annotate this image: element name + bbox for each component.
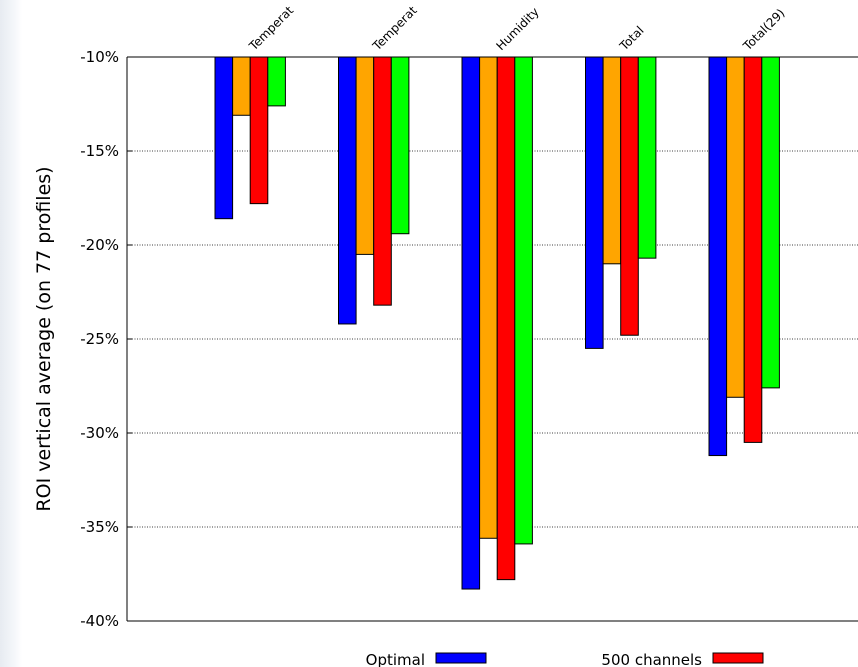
- bar: [761, 56, 780, 389]
- category-label: Humidity: [493, 5, 541, 53]
- category-label: Total(29): [740, 6, 788, 54]
- left-edge-shade: [0, 0, 22, 667]
- y-tick-label: -20%: [80, 236, 119, 254]
- legend-label-optimal: Optimal: [366, 651, 425, 667]
- bar: [620, 56, 639, 336]
- bar: [355, 56, 375, 255]
- bar: [496, 56, 516, 581]
- legend-swatch-optimal: [435, 652, 487, 664]
- bar: [461, 56, 481, 590]
- y-tick-label: -40%: [80, 612, 119, 630]
- bar: [373, 56, 392, 306]
- bar: [514, 56, 533, 545]
- bar: [637, 56, 657, 259]
- bar: [602, 56, 622, 265]
- y-tick-label: -35%: [80, 518, 119, 536]
- bar: [249, 56, 269, 205]
- y-tick-label: -15%: [80, 142, 119, 160]
- legend: Optimal 500 channels: [366, 651, 764, 667]
- y-tick-labels: -10% -15% -20% -25% -30% -35% -40%: [80, 48, 132, 630]
- category-label: Temperat: [246, 3, 297, 54]
- bar: [338, 56, 357, 325]
- bar: [743, 56, 763, 443]
- category-labels: Temperat Temperat Humidity Total Total(29): [246, 3, 788, 54]
- bar: [726, 56, 745, 398]
- y-tick-label: -10%: [80, 48, 119, 66]
- legend-swatch-500-channels: [712, 652, 764, 664]
- category-label: Temperat: [369, 3, 420, 54]
- bar: [232, 56, 251, 116]
- y-tick-label: -25%: [80, 330, 119, 348]
- y-tick-label: -30%: [80, 424, 119, 442]
- bar: [267, 56, 286, 107]
- y-axis-label: ROI vertical average (on 77 profiles): [33, 166, 55, 511]
- bar: [585, 56, 604, 349]
- bar: [708, 56, 728, 457]
- category-label: Total: [616, 23, 646, 53]
- bar: [479, 56, 498, 539]
- bar: [214, 56, 234, 220]
- bars: [214, 56, 780, 590]
- bar: [390, 56, 410, 235]
- legend-label-500-channels: 500 channels: [601, 651, 702, 667]
